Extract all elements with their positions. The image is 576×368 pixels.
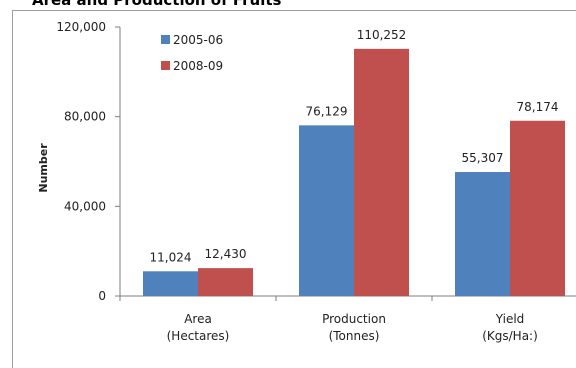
chart-frame (12, 10, 576, 368)
x-category-label: Yield (495, 312, 525, 326)
x-category-label: Production (322, 312, 386, 326)
data-label: 110,252 (357, 28, 407, 42)
bar-2008-09-0 (198, 268, 253, 296)
x-category-label: (Hectares) (167, 329, 230, 343)
bar-2005-06-0 (143, 271, 198, 296)
data-label: 11,024 (150, 250, 192, 264)
bar-2005-06-1 (299, 125, 354, 296)
bar-2008-09-1 (354, 48, 409, 296)
bar-2005-06-2 (455, 172, 510, 296)
legend-swatch (161, 61, 170, 70)
bar-2008-09-2 (510, 120, 565, 296)
y-tick-label: 80,000 (64, 110, 106, 124)
y-axis-title: Number (37, 143, 50, 193)
data-label: 12,430 (205, 247, 247, 261)
data-label: 55,307 (462, 151, 504, 165)
x-category-label: Area (184, 312, 212, 326)
legend-label: 2008-09 (173, 59, 223, 73)
x-category-label: (Tonnes) (329, 329, 380, 343)
y-tick-label: 40,000 (64, 199, 106, 213)
legend-label: 2005-06 (173, 33, 223, 47)
data-label: 76,129 (306, 104, 348, 118)
x-category-label: (Kgs/Ha:) (482, 329, 538, 343)
legend-swatch (161, 35, 170, 44)
chart-title: Area and Production of Fruits (32, 0, 282, 9)
data-label: 78,174 (517, 100, 559, 114)
y-tick-label: 120,000 (56, 20, 106, 34)
y-tick-label: 0 (98, 289, 106, 303)
